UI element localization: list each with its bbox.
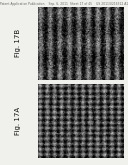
Text: Patent Application Publication    Sep. 6, 2011  Sheet 17 of 45    US 2011/021631: Patent Application Publication Sep. 6, 2… (0, 2, 128, 6)
Text: Fig. 17B: Fig. 17B (15, 29, 21, 57)
Text: Fig. 17A: Fig. 17A (15, 107, 21, 135)
